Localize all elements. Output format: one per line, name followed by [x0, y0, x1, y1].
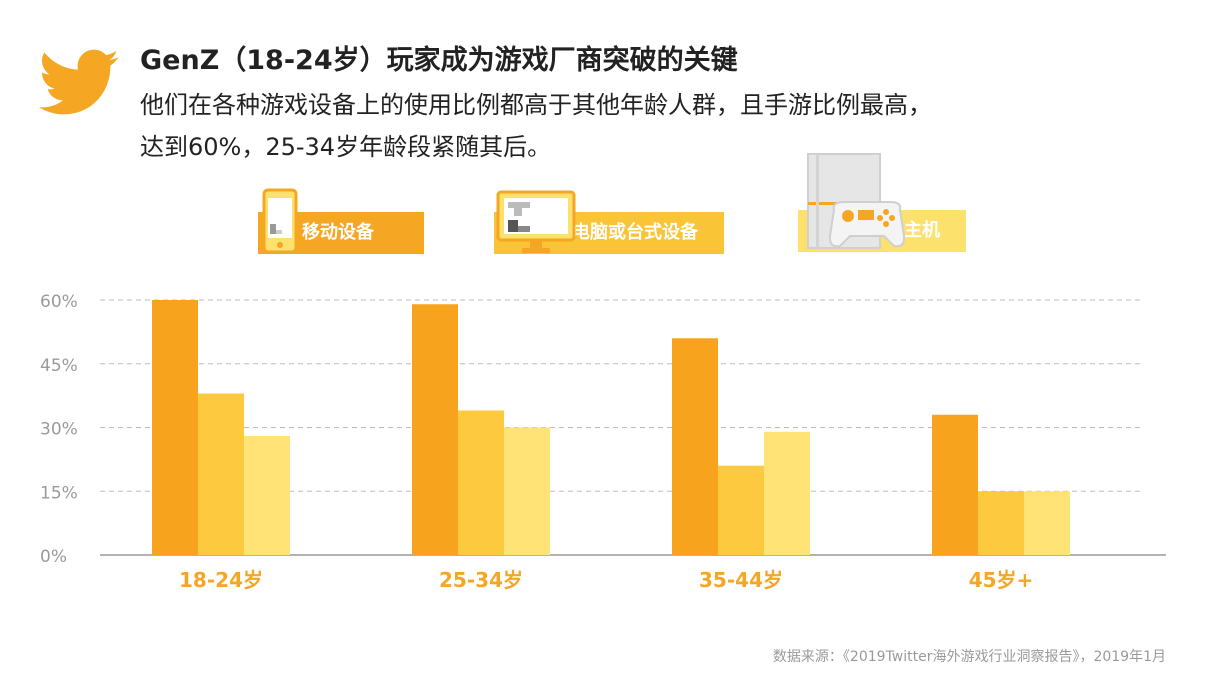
bar-console-3: [1024, 491, 1070, 555]
monitor-icon: [496, 190, 576, 253]
bar-mobile-1: [412, 304, 458, 555]
bar-mobile-0: [152, 300, 198, 555]
bar-console-1: [504, 427, 550, 555]
x-category-label: 45岁+: [969, 568, 1034, 592]
bar-chart: 0% 15% 30% 45% 60% 18-24岁 25-34岁 35-44岁 45岁+: [40, 292, 1166, 592]
y-tick-label: 45%: [40, 356, 78, 376]
bar-pc-1: [458, 410, 504, 555]
smartphone-icon: [262, 188, 298, 254]
bar-mobile-3: [932, 414, 978, 555]
bar-pc-0: [198, 393, 244, 555]
y-tick-label: 0%: [40, 547, 67, 567]
subtitle-line-1: 他们在各种游戏设备上的使用比例都高于其他年龄人群，且手游比例最高，: [140, 91, 932, 119]
x-category-label: 18-24岁: [179, 568, 263, 592]
x-category-label: 35-44岁: [699, 568, 783, 592]
y-tick-label: 60%: [40, 292, 78, 312]
y-tick-label: 30%: [40, 420, 78, 440]
bar-mobile-2: [672, 338, 718, 555]
bar-pc-3: [978, 491, 1024, 555]
source-note: 数据来源：《2019Twitter海外游戏行业洞察报告》，2019年1月: [772, 649, 1166, 665]
bar-console-2: [764, 431, 810, 555]
y-tick-label: 15%: [40, 483, 78, 503]
subtitle-line-2: 达到60%，25-34岁年龄段紧随其后。: [140, 133, 552, 161]
bar-console-0: [244, 436, 290, 555]
twitter-bird-icon: [38, 49, 119, 115]
game-console-icon: [807, 153, 906, 249]
x-category-label: 25-34岁: [439, 568, 523, 592]
page-subtitle: 他们在各种游戏设备上的使用比例都高于其他年龄人群，且手游比例最高， 达到60%，…: [140, 84, 1140, 168]
page-title: GenZ（18-24岁）玩家成为游戏厂商突破的关键: [140, 45, 738, 76]
bar-pc-2: [718, 465, 764, 555]
